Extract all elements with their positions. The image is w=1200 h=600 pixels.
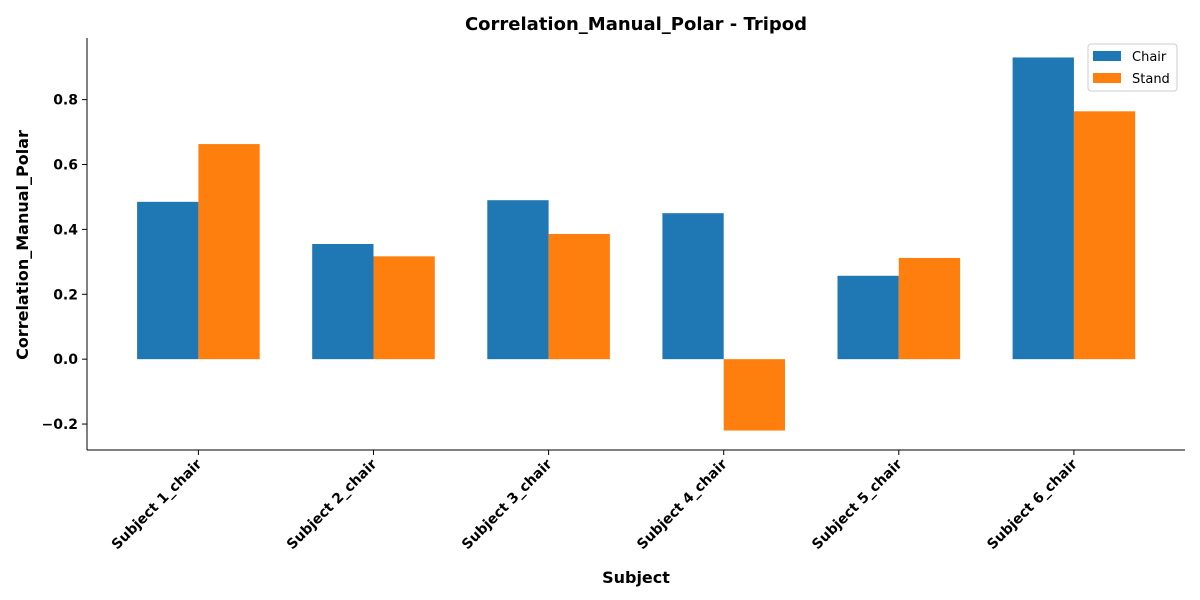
y-tick-label: 0.2: [53, 287, 78, 303]
legend-swatch-stand: [1093, 73, 1121, 83]
legend-swatch-chair: [1093, 51, 1121, 61]
y-ticks: −0.2 0.0 0.2 0.4 0.6 0.8: [41, 93, 87, 433]
y-tick-label: 0.0: [53, 352, 78, 368]
y-tick-label: 0.8: [53, 93, 78, 109]
bar-chair-4: [662, 213, 724, 360]
bar-chair-2: [312, 244, 374, 360]
y-tick-label: 0.4: [53, 222, 78, 238]
legend-label-chair: Chair: [1132, 50, 1167, 65]
bar-chair-6: [1012, 57, 1074, 360]
bar-chair-5: [837, 275, 899, 360]
y-axis-label: Correlation_Manual_Polar: [13, 130, 32, 360]
bar-chair-3: [487, 200, 549, 360]
x-tick-label: Subject 3_chair: [459, 456, 556, 553]
y-tick-label: 0.6: [53, 158, 78, 174]
bar-chair-1: [137, 201, 199, 360]
x-ticks: Subject 1_chair Subject 2_chair Subject 3_…: [109, 450, 1081, 553]
x-tick-label: Subject 5_chair: [809, 456, 906, 553]
x-axis-label: Subject: [602, 568, 670, 587]
legend-label-stand: Stand: [1132, 72, 1170, 87]
axes: [86, 38, 1185, 451]
x-tick-label: Subject 6_chair: [984, 456, 1081, 553]
chart-title: Correlation_Manual_Polar - Tripod: [465, 14, 807, 35]
x-tick-label: Subject 1_chair: [109, 456, 206, 553]
bar-stand-4: [723, 359, 785, 431]
bar-stand-1: [198, 144, 260, 360]
bar-stand-6: [1073, 111, 1136, 360]
bar-stand-5: [898, 257, 961, 360]
bar-stand-2: [373, 256, 435, 360]
bar-stand-3: [548, 233, 610, 360]
x-tick-label: Subject 2_chair: [284, 456, 381, 553]
plot-area: [137, 57, 1136, 431]
legend: Chair Stand: [1087, 43, 1178, 92]
y-tick-label: −0.2: [41, 417, 78, 433]
x-tick-label: Subject 4_chair: [634, 456, 731, 553]
